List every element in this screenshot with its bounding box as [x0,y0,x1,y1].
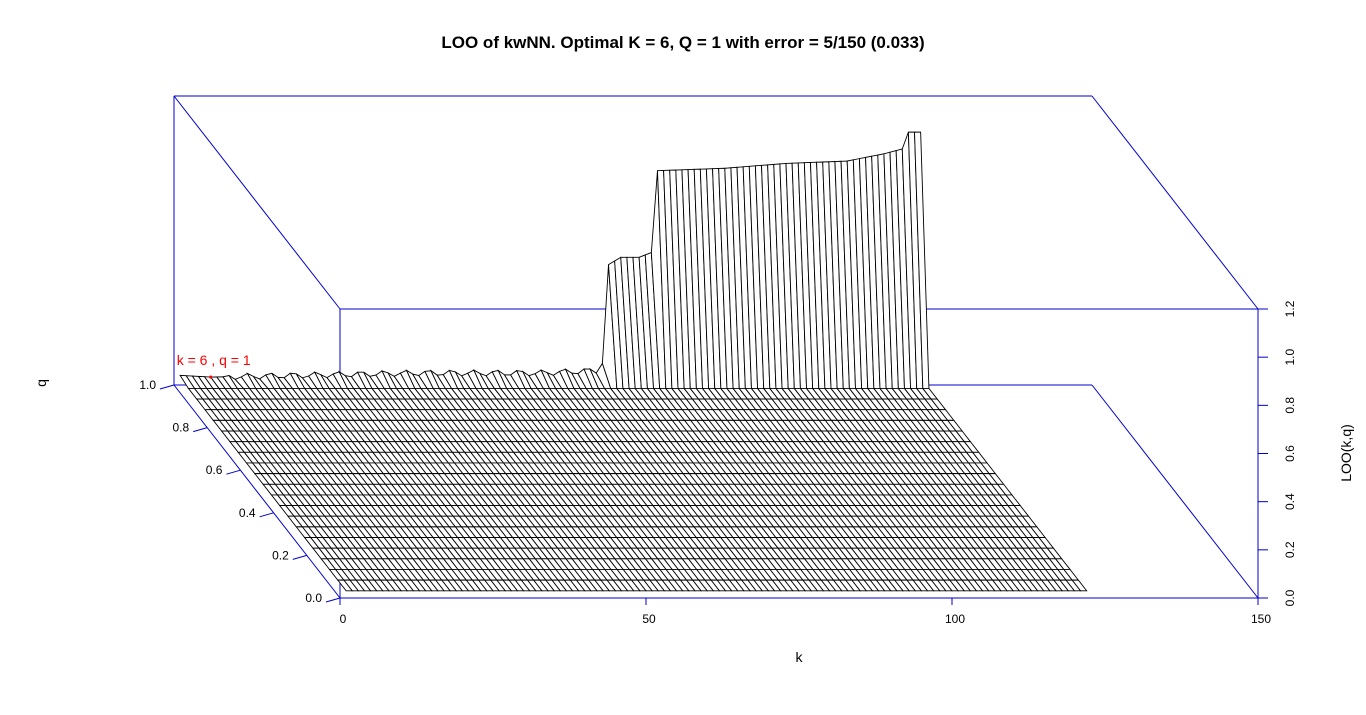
y-tick-mark [325,597,341,603]
x-tick-label: 100 [945,612,965,626]
y-tick-mark [226,469,241,475]
loo-surface [179,131,1088,592]
box-edge [1091,95,1259,310]
optimum-point [209,375,213,379]
z-tick-label: 0.6 [1283,445,1297,462]
z-tick-label: 0.2 [1283,541,1297,558]
z-tick-label: 0.0 [1283,589,1297,606]
x-tick-label: 150 [1251,612,1271,626]
chart-title: LOO of kwNN. Optimal K = 6, Q = 1 with e… [441,33,924,52]
y-tick-label: 0.4 [239,506,256,520]
z-tick-label: 0.8 [1283,397,1297,414]
y-tick-mark [159,384,175,390]
axes: 0 50 100 150 0.0 0.2 0.4 0.6 0.8 1.0 0.0 0.2 0.4 0.6 0… [139,300,1297,626]
surface-facet [1071,579,1088,592]
optimum-annotation: k = 6 , q = 1 [177,352,251,379]
y-tick-label: 1.0 [139,378,156,392]
y-axis-label: q [33,379,49,387]
optimum-label: k = 6 , q = 1 [177,352,251,368]
box-edge [1091,384,1259,599]
x-axis-label: k [796,649,804,665]
y-tick-mark [292,554,307,560]
y-tick-label: 0.0 [305,591,322,605]
y-tick-mark [259,512,274,518]
y-tick-label: 0.8 [173,421,190,435]
box-edge [173,95,341,310]
z-tick-label: 0.4 [1283,493,1297,510]
z-tick-label: 1.2 [1283,300,1297,317]
y-tick-mark [193,427,208,433]
box-edge [173,384,341,599]
x-tick-label: 0 [340,612,347,626]
z-axis-label: LOO(k,q) [1338,424,1354,482]
y-tick-label: 0.2 [272,548,289,562]
y-tick-label: 0.6 [206,463,223,477]
x-tick-label: 50 [642,612,656,626]
z-tick-label: 1.0 [1283,349,1297,366]
